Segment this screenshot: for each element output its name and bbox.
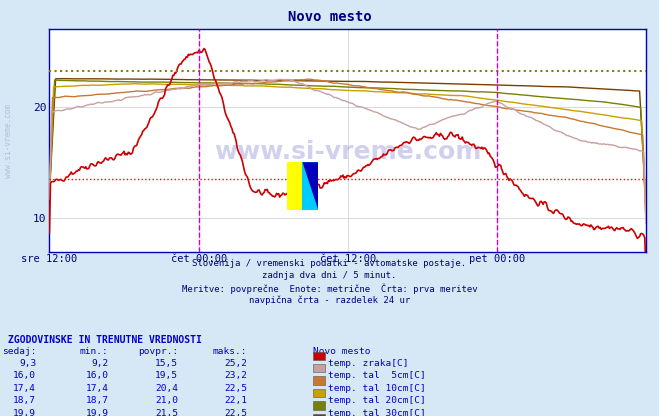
Text: 25,2: 25,2 [224,359,247,368]
Text: 21,5: 21,5 [155,409,178,416]
Text: Novo mesto: Novo mesto [313,347,370,356]
Bar [302,162,318,210]
Text: temp. tal 30cm[C]: temp. tal 30cm[C] [328,409,425,416]
Text: 21,0: 21,0 [155,396,178,406]
Text: 20,4: 20,4 [155,384,178,393]
Text: 19,9: 19,9 [13,409,36,416]
Text: 22,5: 22,5 [224,384,247,393]
Text: 16,0: 16,0 [86,371,109,381]
Text: 19,9: 19,9 [86,409,109,416]
Text: 22,5: 22,5 [224,409,247,416]
Text: temp. tal 10cm[C]: temp. tal 10cm[C] [328,384,425,393]
Text: temp. zraka[C]: temp. zraka[C] [328,359,408,368]
Text: maks.:: maks.: [213,347,247,356]
Text: sedaj:: sedaj: [2,347,36,356]
Text: Slovenija / vremenski podatki - avtomatske postaje.: Slovenija / vremenski podatki - avtomats… [192,259,467,268]
Text: 9,3: 9,3 [19,359,36,368]
Text: 23,2: 23,2 [224,371,247,381]
Text: min.:: min.: [80,347,109,356]
Text: zadnja dva dni / 5 minut.: zadnja dva dni / 5 minut. [262,271,397,280]
Polygon shape [302,162,318,210]
Text: 22,1: 22,1 [224,396,247,406]
Text: navpična črta - razdelek 24 ur: navpična črta - razdelek 24 ur [249,296,410,305]
Text: 19,5: 19,5 [155,371,178,381]
Text: povpr.:: povpr.: [138,347,178,356]
Text: ZGODOVINSKE IN TRENUTNE VREDNOSTI: ZGODOVINSKE IN TRENUTNE VREDNOSTI [8,335,202,345]
Text: 17,4: 17,4 [13,384,36,393]
Text: temp. tal  5cm[C]: temp. tal 5cm[C] [328,371,425,381]
Text: 17,4: 17,4 [86,384,109,393]
Text: www.si-vreme.com: www.si-vreme.com [4,104,13,178]
Text: www.si-vreme.com: www.si-vreme.com [214,139,481,163]
Text: temp. tal 20cm[C]: temp. tal 20cm[C] [328,396,425,406]
Text: 18,7: 18,7 [13,396,36,406]
Text: Meritve: povprečne  Enote: metrične  Črta: prva meritev: Meritve: povprečne Enote: metrične Črta:… [182,284,477,294]
Text: 16,0: 16,0 [13,371,36,381]
Text: 15,5: 15,5 [155,359,178,368]
Text: 9,2: 9,2 [92,359,109,368]
Text: 18,7: 18,7 [86,396,109,406]
Text: Novo mesto: Novo mesto [287,10,372,25]
